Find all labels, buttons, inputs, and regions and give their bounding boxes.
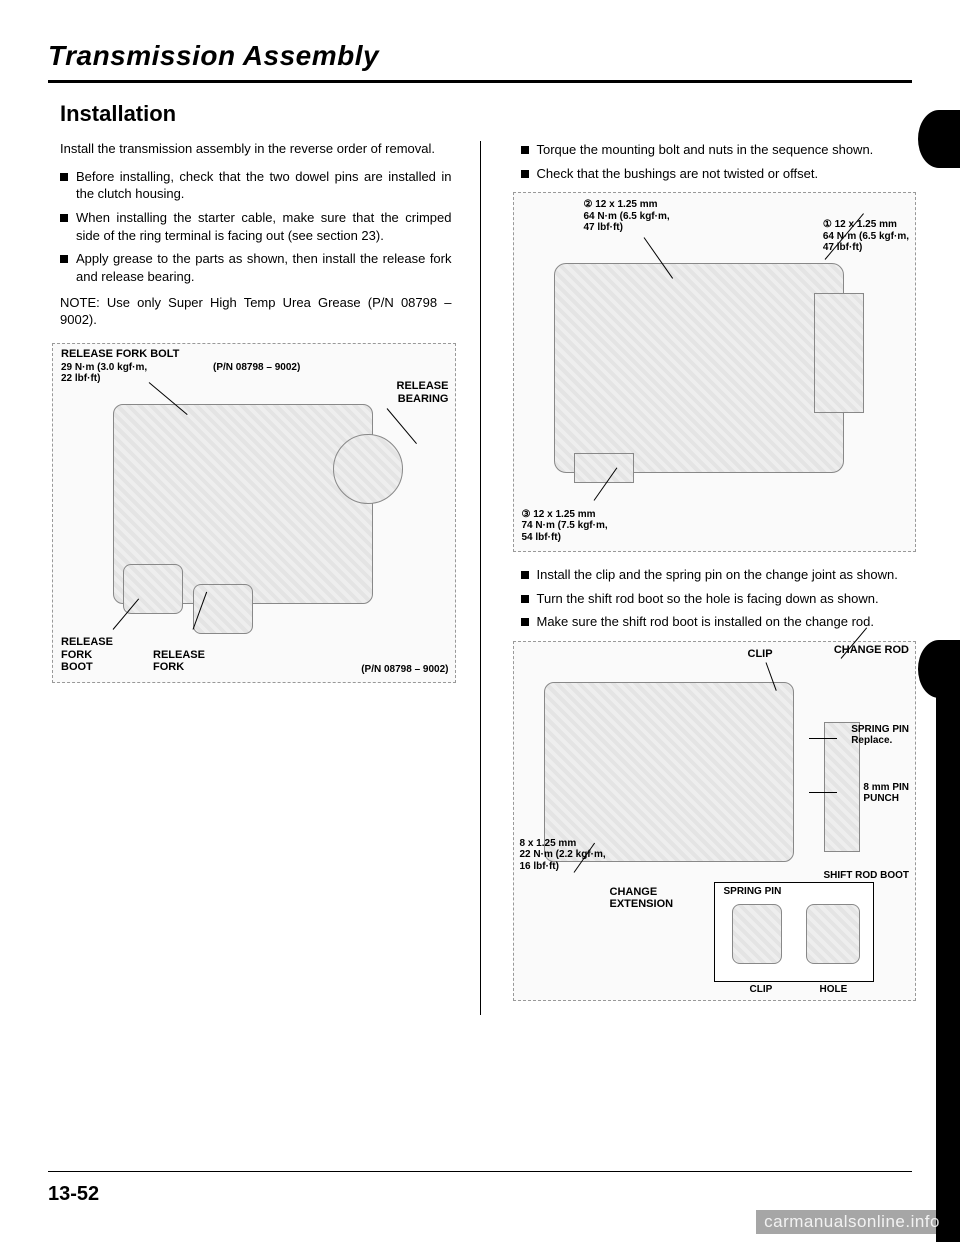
bullet-item: Before installing, check that the two do… <box>60 168 452 203</box>
page-edge <box>936 682 960 1242</box>
binder-tab <box>918 110 960 168</box>
label-spring-pin-2: SPRING PIN <box>724 886 782 898</box>
figure-change-joint: CLIP CHANGE ROD SPRING PIN Replace. 8 mm… <box>513 641 917 1001</box>
column-divider <box>480 141 481 1015</box>
label-clip: CLIP <box>748 648 773 661</box>
label-bolt-2: ② 12 x 1.25 mm 64 N·m (6.5 kgf·m, 47 lbf… <box>584 199 670 234</box>
label-change-extension: CHANGE EXTENSION <box>610 886 674 911</box>
label-grease-pn-1: (P/N 08798 – 9002) <box>213 362 300 374</box>
label-release-fork-bolt: RELEASE FORK BOLT <box>61 348 179 361</box>
label-release-fork-bolt-torque: 29 N·m (3.0 kgf·m, 22 lbf·ft) <box>61 362 147 385</box>
bullet-item: Apply grease to the parts as shown, then… <box>60 250 452 285</box>
bullet-item: When installing the starter cable, make … <box>60 209 452 244</box>
label-release-bearing: RELEASE BEARING <box>397 380 449 405</box>
bullet-item: Torque the mounting bolt and nuts in the… <box>521 141 913 159</box>
bullet-item: Check that the bushings are not twisted … <box>521 165 913 183</box>
label-clip-2: CLIP <box>750 984 773 996</box>
title-rule <box>48 80 912 83</box>
label-bolt-1: ① 12 x 1.25 mm 64 N·m (6.5 kgf·m, 47 lbf… <box>823 219 909 254</box>
page: Transmission Assembly Installation Insta… <box>0 0 960 1242</box>
label-bolt-3: ③ 12 x 1.25 mm 74 N·m (7.5 kgf·m, 54 lbf… <box>522 509 608 544</box>
intro-text: Install the transmission assembly in the… <box>60 141 452 158</box>
right-column: Torque the mounting bolt and nuts in the… <box>509 141 913 1015</box>
bullet-item: Turn the shift rod boot so the hole is f… <box>521 590 913 608</box>
label-grease-pn-2: (P/N 08798 – 9002) <box>361 664 448 676</box>
page-title: Transmission Assembly <box>48 40 912 72</box>
note-text: NOTE: Use only Super High Temp Urea Grea… <box>60 295 452 329</box>
section-title: Installation <box>60 101 912 127</box>
left-column: Install the transmission assembly in the… <box>48 141 452 1015</box>
label-change-rod: CHANGE ROD <box>834 644 909 657</box>
bullet-item: Install the clip and the spring pin on t… <box>521 566 913 584</box>
label-shift-rod-boot: SHIFT ROD BOOT <box>823 870 909 882</box>
watermark: carmanualsonline.info <box>756 1210 948 1234</box>
bottom-rule <box>48 1171 912 1172</box>
label-spring-pin: SPRING PIN Replace. <box>851 724 909 747</box>
columns: Install the transmission assembly in the… <box>48 141 912 1015</box>
right-bullets-mid: Install the clip and the spring pin on t… <box>521 566 913 631</box>
label-release-fork-boot: RELEASE FORK BOOT <box>61 636 113 674</box>
page-number: 13-52 <box>48 1183 99 1206</box>
label-pin-punch: 8 mm PIN PUNCH <box>863 782 909 805</box>
bullet-item: Make sure the shift rod boot is installe… <box>521 613 913 631</box>
figure-release-fork: RELEASE FORK BOLT 29 N·m (3.0 kgf·m, 22 … <box>52 343 456 683</box>
figure-torque-sequence: ② 12 x 1.25 mm 64 N·m (6.5 kgf·m, 47 lbf… <box>513 192 917 552</box>
label-release-fork: RELEASE FORK <box>153 649 205 674</box>
label-hole: HOLE <box>820 984 848 996</box>
right-bullets-top: Torque the mounting bolt and nuts in the… <box>521 141 913 182</box>
left-bullets: Before installing, check that the two do… <box>60 168 452 285</box>
